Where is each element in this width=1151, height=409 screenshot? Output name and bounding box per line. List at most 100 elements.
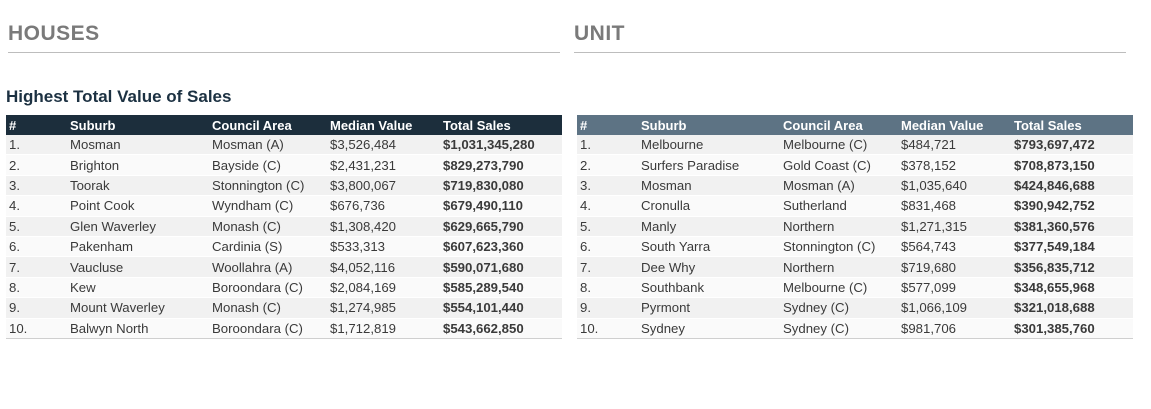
cell-total-sales: $390,942,752: [1011, 195, 1133, 217]
column-header-suburb: Suburb: [638, 115, 780, 135]
cell-median-value: $3,800,067: [327, 175, 440, 197]
cell-median-value: $1,712,819: [327, 318, 440, 339]
cell-median-value: $719,680: [898, 256, 1011, 278]
table-row: 5. Manly Northern $1,271,315 $381,360,576: [577, 216, 1133, 237]
cell-council-area: Cardinia (S): [209, 236, 327, 258]
cell-total-sales: $1,031,345,280: [440, 135, 562, 156]
cell-council-area: Stonnington (C): [209, 175, 327, 197]
column-header-rank: #: [6, 115, 67, 135]
cell-rank: 5.: [6, 216, 67, 237]
table-row: 8. Southbank Melbourne (C) $577,099 $348,655…: [577, 277, 1133, 299]
table-row: 4. Cronulla Sutherland $831,468 $390,942,752: [577, 195, 1133, 217]
cell-rank: 3.: [6, 175, 67, 197]
cell-council-area: Sydney (C): [780, 318, 898, 339]
houses-section-title: HOUSES: [8, 22, 560, 53]
cell-total-sales: $629,665,790: [440, 216, 562, 237]
cell-median-value: $378,152: [898, 154, 1011, 176]
cell-rank: 1.: [577, 135, 638, 156]
cell-rank: 10.: [577, 318, 638, 339]
cell-rank: 9.: [6, 297, 67, 319]
cell-council-area: Boroondara (C): [209, 318, 327, 339]
table-row: 6. Pakenham Cardinia (S) $533,313 $607,623,3…: [6, 236, 562, 258]
cell-council-area: Mosman (A): [780, 175, 898, 197]
table-row: 10. Balwyn North Boroondara (C) $1,712,819 $…: [6, 318, 562, 339]
table-row: 6. South Yarra Stonnington (C) $564,743 $377…: [577, 236, 1133, 258]
cell-rank: 2.: [577, 154, 638, 176]
cell-council-area: Monash (C): [209, 297, 327, 319]
cell-median-value: $831,468: [898, 195, 1011, 217]
cell-council-area: Woollahra (A): [209, 256, 327, 278]
cell-suburb: South Yarra: [638, 236, 780, 258]
cell-suburb: Vaucluse: [67, 256, 209, 278]
cell-total-sales: $793,697,472: [1011, 135, 1133, 156]
cell-total-sales: $554,101,440: [440, 297, 562, 319]
cell-median-value: $1,308,420: [327, 216, 440, 237]
cell-median-value: $676,736: [327, 195, 440, 217]
cell-suburb: Mosman: [638, 175, 780, 197]
cell-council-area: Northern: [780, 256, 898, 278]
cell-median-value: $4,052,116: [327, 256, 440, 278]
cell-suburb: Sydney: [638, 318, 780, 339]
cell-suburb: Point Cook: [67, 195, 209, 217]
cell-council-area: Melbourne (C): [780, 135, 898, 156]
cell-total-sales: $719,830,080: [440, 175, 562, 197]
cell-median-value: $2,431,231: [327, 154, 440, 176]
cell-suburb: Balwyn North: [67, 318, 209, 339]
cell-total-sales: $607,623,360: [440, 236, 562, 258]
cell-suburb: Surfers Paradise: [638, 154, 780, 176]
table-row: 2. Surfers Paradise Gold Coast (C) $378,152…: [577, 154, 1133, 176]
cell-suburb: Mosman: [67, 135, 209, 156]
cell-suburb: Pyrmont: [638, 297, 780, 319]
cell-suburb: Cronulla: [638, 195, 780, 217]
cell-rank: 7.: [577, 256, 638, 278]
cell-suburb: Glen Waverley: [67, 216, 209, 237]
table-row: 4. Point Cook Wyndham (C) $676,736 $679,490,…: [6, 195, 562, 217]
table-row: 10. Sydney Sydney (C) $981,706 $301,385,760: [577, 318, 1133, 339]
cell-total-sales: $381,360,576: [1011, 216, 1133, 237]
cell-rank: 7.: [6, 256, 67, 278]
cell-total-sales: $321,018,688: [1011, 297, 1133, 319]
cell-council-area: Mosman (A): [209, 135, 327, 156]
cell-median-value: $1,274,985: [327, 297, 440, 319]
table-row: 2. Brighton Bayside (C) $2,431,231 $829,273,…: [6, 154, 562, 176]
cell-rank: 6.: [6, 236, 67, 258]
cell-council-area: Stonnington (C): [780, 236, 898, 258]
cell-suburb: Toorak: [67, 175, 209, 197]
column-header-council-area: Council Area: [780, 115, 898, 135]
cell-median-value: $981,706: [898, 318, 1011, 339]
cell-council-area: Monash (C): [209, 216, 327, 237]
cell-suburb: Kew: [67, 277, 209, 299]
cell-rank: 3.: [577, 175, 638, 197]
houses-header-row: # Suburb Council Area Median Value Total…: [6, 115, 562, 135]
table-row: 7. Vaucluse Woollahra (A) $4,052,116 $590,07…: [6, 256, 562, 278]
column-header-total-sales: Total Sales: [440, 115, 562, 135]
table-row: 8. Kew Boroondara (C) $2,084,169 $585,289,54…: [6, 277, 562, 299]
table-row: 5. Glen Waverley Monash (C) $1,308,420 $629,…: [6, 216, 562, 237]
table-row: 1. Mosman Mosman (A) $3,526,484 $1,031,345,2…: [6, 135, 562, 156]
houses-sales-table: # Suburb Council Area Median Value Total…: [6, 115, 562, 339]
cell-suburb: Brighton: [67, 154, 209, 176]
cell-rank: 1.: [6, 135, 67, 156]
table-row: 7. Dee Why Northern $719,680 $356,835,712: [577, 256, 1133, 278]
cell-total-sales: $301,385,760: [1011, 318, 1133, 339]
table-row: 1. Melbourne Melbourne (C) $484,721 $793,697…: [577, 135, 1133, 156]
cell-median-value: $577,099: [898, 277, 1011, 299]
cell-median-value: $533,313: [327, 236, 440, 258]
cell-median-value: $1,035,640: [898, 175, 1011, 197]
column-header-median-value: Median Value: [327, 115, 440, 135]
cell-council-area: Bayside (C): [209, 154, 327, 176]
cell-median-value: $1,271,315: [898, 216, 1011, 237]
houses-table-body: 1. Mosman Mosman (A) $3,526,484 $1,031,345,2…: [6, 135, 562, 339]
units-table-body: 1. Melbourne Melbourne (C) $484,721 $793,697…: [577, 135, 1133, 339]
cell-median-value: $1,066,109: [898, 297, 1011, 319]
cell-suburb: Melbourne: [638, 135, 780, 156]
column-header-median-value: Median Value: [898, 115, 1011, 135]
cell-rank: 5.: [577, 216, 638, 237]
cell-median-value: $484,721: [898, 135, 1011, 156]
cell-rank: 2.: [6, 154, 67, 176]
cell-rank: 9.: [577, 297, 638, 319]
column-header-rank: #: [577, 115, 638, 135]
cell-rank: 8.: [6, 277, 67, 299]
cell-total-sales: $679,490,110: [440, 195, 562, 217]
cell-suburb: Manly: [638, 216, 780, 237]
